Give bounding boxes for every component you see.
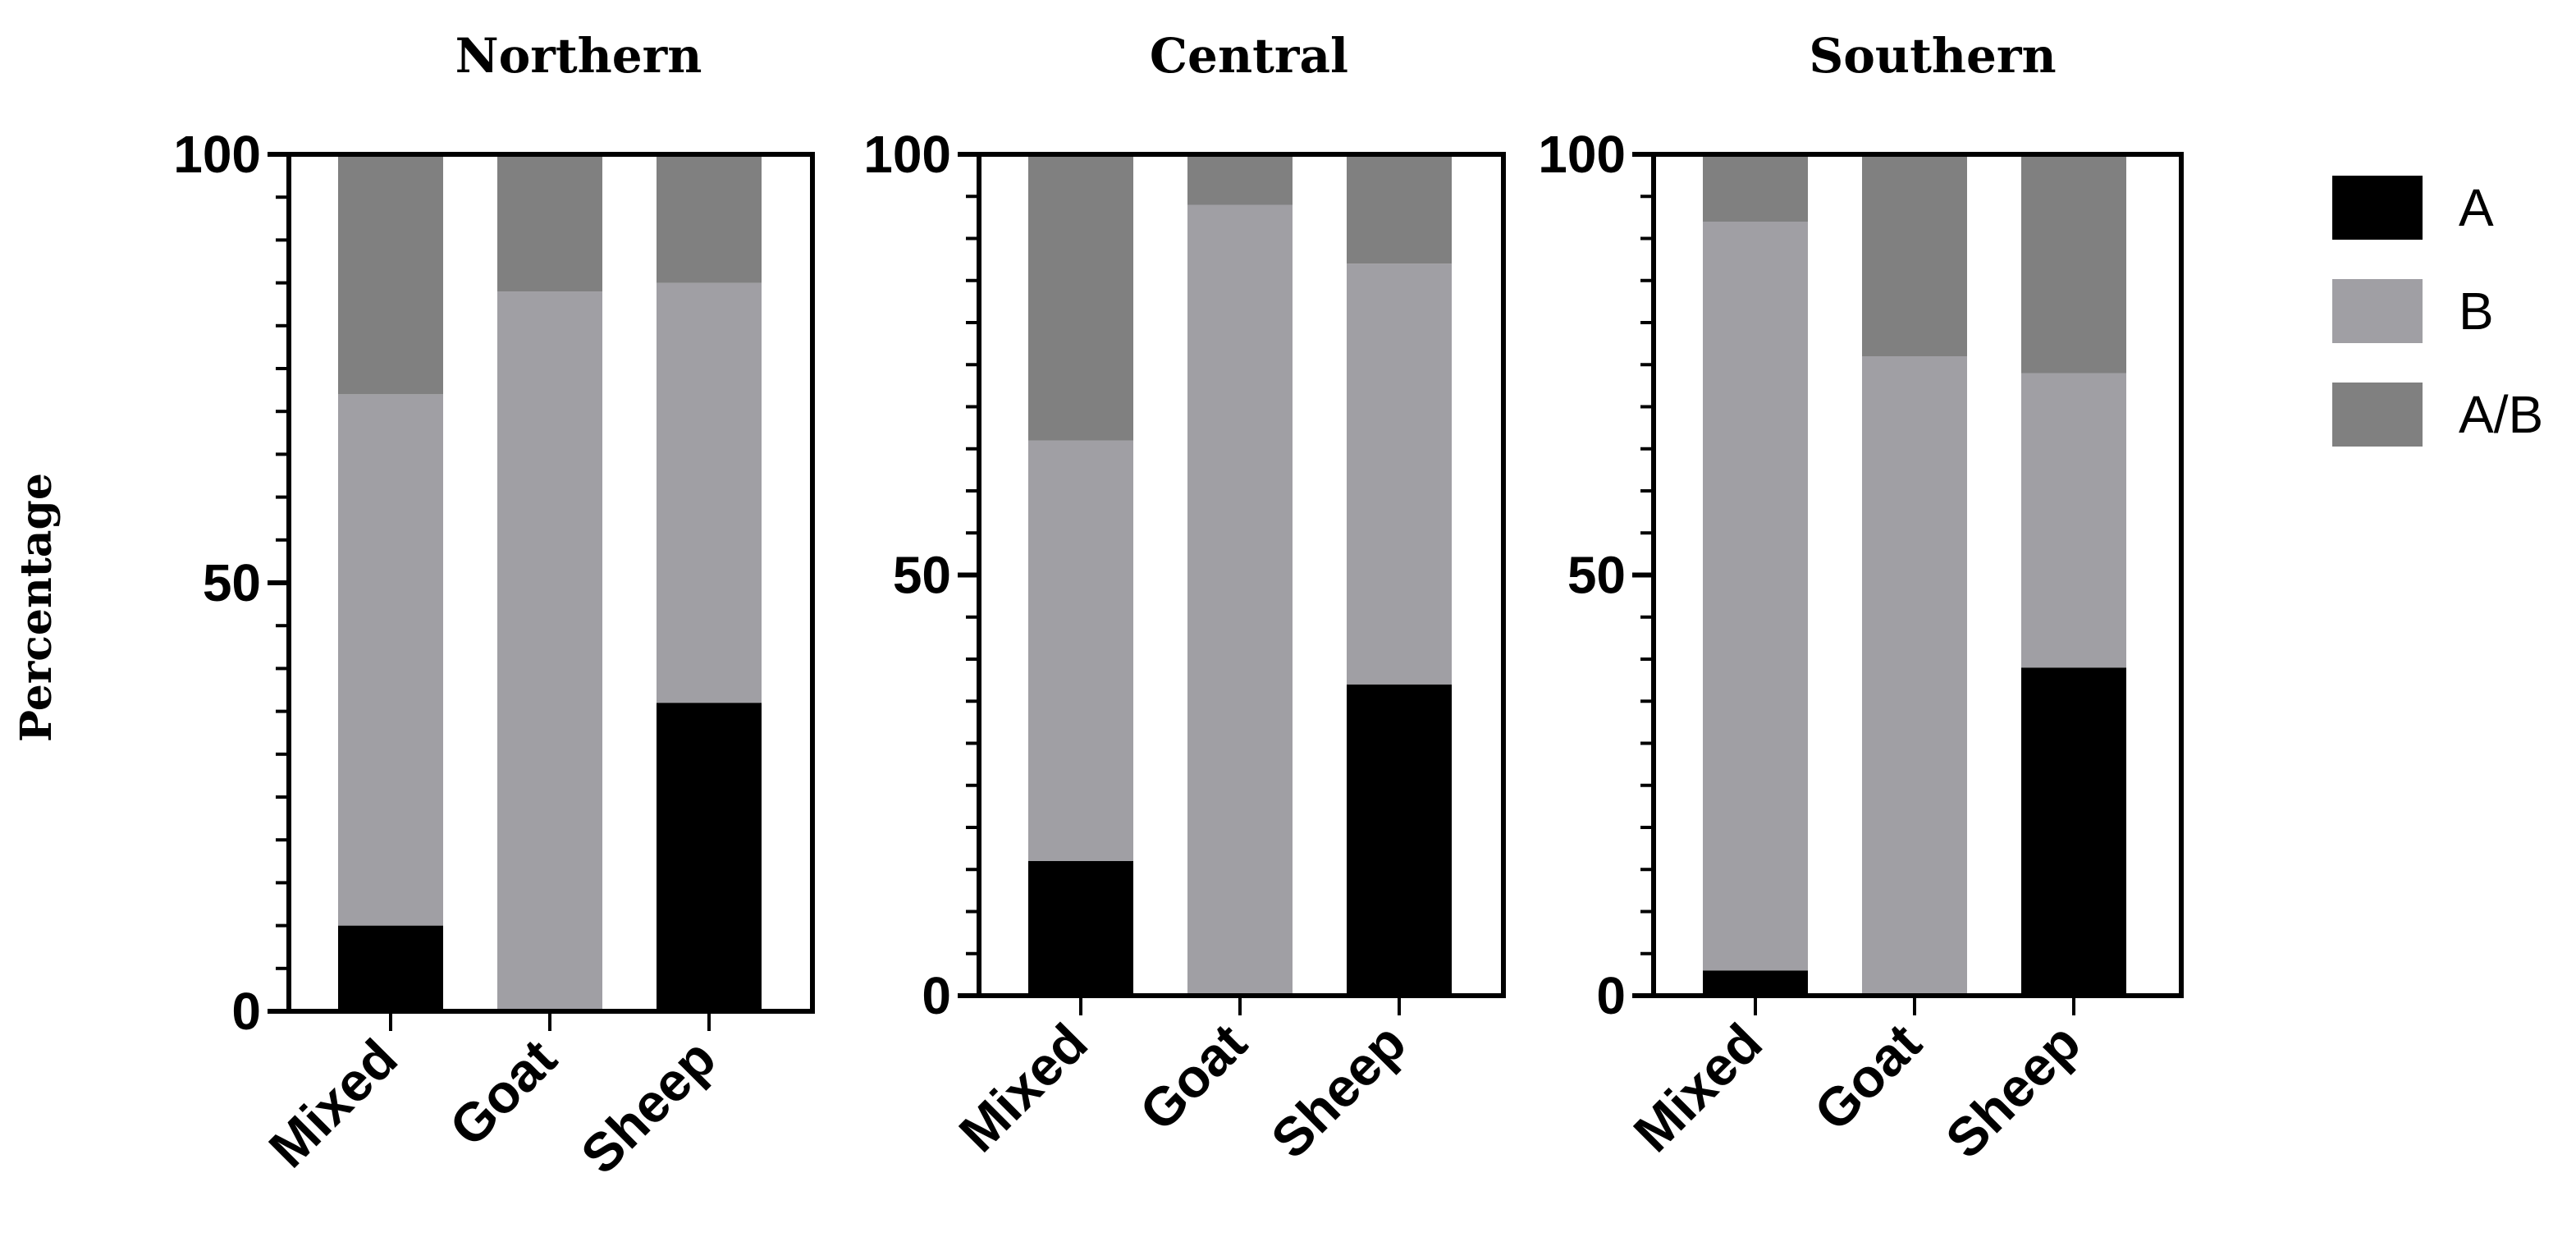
x-tick-label: Sheep [1260,1012,1417,1170]
x-tick-label: Goat [1128,1012,1258,1143]
bar-segment-mixed-b [1703,222,1808,971]
bar-segment-mixed-b [1028,440,1133,861]
bar-segment-mixed-ab [338,154,443,395]
bar-segment-goat-ab [497,154,602,292]
y-tick-label: 0 [1596,966,1626,1025]
x-tick-label: Goat [1802,1012,1933,1143]
bar-segment-sheep-b [657,282,762,703]
x-tick-label: Mixed [947,1012,1099,1164]
x-tick-label: Mixed [1622,1012,1773,1164]
bar-segment-sheep-ab [2021,154,2126,373]
x-tick-label: Goat [437,1028,568,1158]
panel-central: Central Mixed Goat Sheep 0 50 100 [863,28,1506,1170]
bar-segment-goat-b [1187,204,1293,996]
bar-segment-goat-b [1862,356,1967,996]
y-tick-label: 50 [893,546,951,605]
legend-swatch-ab [2332,383,2423,447]
panel-title: Northern [455,28,702,84]
y-tick-label: 100 [1538,125,1626,184]
y-axis-title: Percentage [11,473,62,742]
legend-label: B [2459,282,2494,341]
bar-segment-sheep-ab [1347,154,1452,264]
panel-title: Southern [1809,28,2056,84]
x-tick-label: Sheep [1934,1012,2092,1170]
bar-segment-goat-ab [1862,154,1967,356]
legend-swatch-b [2332,279,2423,343]
legend: AB A/B [2332,176,2543,447]
bar-segment-goat-b [497,291,602,1011]
bar-segment-sheep-a [2021,667,2126,996]
y-tick-label: 0 [922,966,951,1025]
bar-segment-sheep-b [2021,373,2126,668]
bar-segment-sheep-ab [657,154,762,283]
bar-segment-sheep-b [1347,263,1452,685]
y-tick-label: 50 [1567,546,1626,605]
bar-segment-sheep-a [657,703,762,1011]
bar-segment-mixed-ab [1028,154,1133,441]
x-tick-label: Mixed [257,1028,409,1180]
legend-label: A [2459,178,2494,237]
bar-segment-goat-ab [1187,154,1293,205]
bar-segment-mixed-a [338,925,443,1011]
y-tick-label: 100 [863,125,951,184]
panel-southern: Southern Mixed Goat Sheep 0 50 100 [1538,28,2184,1170]
bar-segment-mixed-b [338,394,443,926]
panel-title: Central [1150,28,1348,84]
legend-label: A/B [2459,385,2543,444]
bar-segment-mixed-ab [1703,154,1808,222]
bar-segment-mixed-a [1703,970,1808,996]
bar-segment-sheep-a [1347,684,1452,996]
panel-northern: Northern Mixed Goat Sheep 0 50 100 [173,28,815,1185]
x-tick-label: Sheep [570,1028,727,1185]
legend-swatch-a [2332,176,2423,240]
y-tick-label: 0 [231,982,261,1041]
y-tick-label: 50 [203,553,261,612]
bar-segment-mixed-a [1028,861,1133,996]
y-tick-label: 100 [173,125,261,184]
